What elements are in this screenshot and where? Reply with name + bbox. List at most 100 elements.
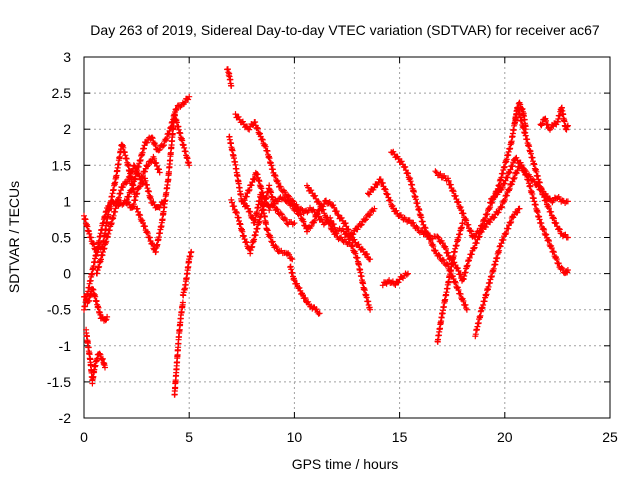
data-point (288, 255, 295, 262)
data-point (228, 82, 235, 89)
data-point (500, 236, 507, 243)
data-point (507, 166, 514, 173)
data-point (542, 232, 549, 239)
data-point (398, 158, 405, 165)
data-point (331, 204, 338, 211)
data-point (231, 203, 238, 210)
data-point (155, 147, 162, 154)
y-tick-label: 2 (63, 121, 71, 137)
data-point (313, 306, 320, 313)
data-point (473, 240, 480, 247)
data-point (300, 218, 307, 225)
data-point (285, 196, 292, 203)
data-point (273, 244, 280, 251)
chart-title: Day 263 of 2019, Sidereal Day-to-day VTE… (90, 22, 600, 38)
data-point (273, 206, 280, 212)
data-point (149, 240, 155, 247)
data-point (440, 257, 447, 264)
series-track-22 (472, 205, 523, 340)
data-point (371, 205, 378, 212)
data-point (271, 172, 278, 178)
data-point (297, 211, 304, 218)
data-point (386, 197, 393, 204)
data-point (137, 212, 144, 219)
data-point (553, 256, 560, 263)
data-point (338, 214, 345, 221)
series-track-2 (81, 285, 111, 324)
data-point (127, 173, 134, 179)
data-point (153, 159, 160, 166)
data-point (119, 184, 126, 191)
data-point (543, 197, 550, 204)
y-tick-label: -0.5 (47, 302, 71, 318)
data-point (142, 223, 148, 230)
data-point (254, 125, 261, 132)
data-point (457, 204, 464, 211)
data-point (335, 212, 342, 219)
data-point (403, 271, 410, 278)
data-point (277, 210, 284, 217)
data-point (445, 177, 452, 184)
data-point (233, 210, 240, 216)
data-point (235, 113, 242, 120)
data-point (395, 279, 402, 286)
data-point (435, 251, 442, 258)
data-point (405, 270, 411, 277)
data-point (182, 99, 188, 106)
data-point (457, 271, 464, 278)
data-point (288, 201, 295, 207)
data-point (545, 236, 552, 243)
series-track-3 (81, 175, 167, 313)
y-tick-label: 2.5 (52, 85, 72, 101)
data-point (308, 187, 315, 194)
y-tick-label: -1 (59, 338, 72, 354)
data-point (367, 211, 374, 218)
data-point (329, 225, 336, 232)
data-point (430, 243, 437, 250)
data-point (186, 93, 193, 100)
data-point (274, 206, 281, 213)
data-point (422, 225, 429, 232)
data-point (546, 238, 552, 244)
data-point (266, 207, 273, 214)
data-point (342, 220, 349, 227)
data-point (513, 154, 520, 161)
data-point (463, 217, 470, 224)
data-point (107, 203, 114, 210)
data-point (293, 280, 300, 287)
data-point (289, 202, 296, 209)
data-point (188, 248, 195, 255)
data-point (531, 178, 538, 185)
data-point (333, 208, 340, 215)
data-point (313, 213, 320, 220)
data-point (467, 227, 474, 234)
data-point (144, 139, 151, 146)
x-tick-label: 10 (287, 429, 303, 445)
series-track-8 (171, 299, 186, 398)
data-point (476, 228, 483, 235)
data-point (508, 181, 515, 188)
data-point (318, 216, 325, 223)
data-point (156, 169, 163, 176)
data-point (362, 216, 369, 223)
data-point (498, 240, 505, 247)
data-point (503, 230, 510, 236)
series-track-9 (179, 248, 195, 299)
data-point (106, 204, 113, 211)
data-point (454, 265, 461, 272)
data-point (507, 220, 514, 226)
data-point (305, 184, 312, 191)
data-point (499, 184, 506, 191)
data-point (497, 243, 504, 250)
data-point (479, 222, 486, 229)
data-point (144, 230, 151, 237)
data-point (495, 189, 502, 196)
data-point (257, 130, 263, 137)
data-point (484, 211, 491, 217)
data-point (564, 234, 571, 241)
data-point (248, 182, 255, 189)
data-point (145, 162, 152, 169)
data-point (311, 217, 318, 224)
data-point (397, 212, 404, 218)
data-point (150, 199, 157, 206)
